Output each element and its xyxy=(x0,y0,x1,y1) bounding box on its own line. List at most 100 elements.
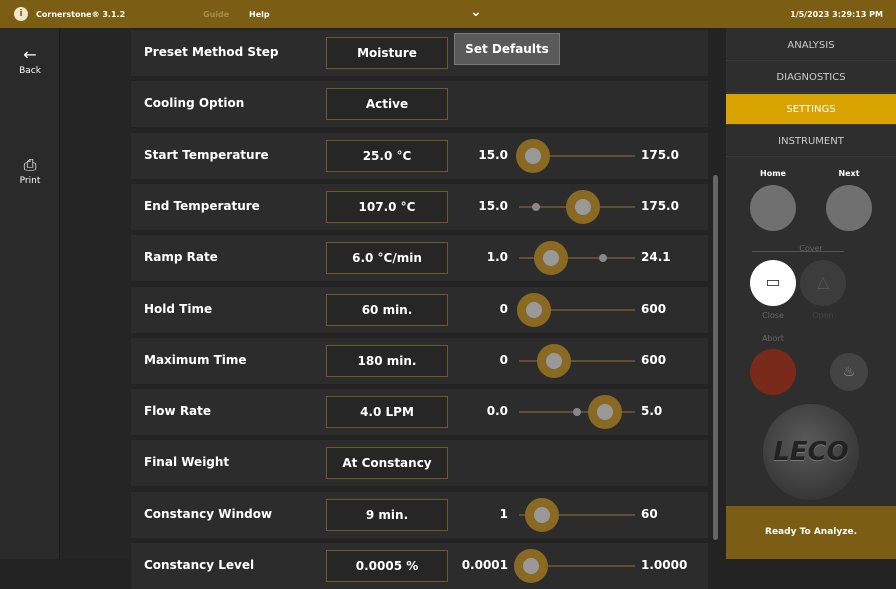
slider-min: 0 xyxy=(499,301,508,316)
tab-instrument[interactable]: INSTRUMENT xyxy=(726,126,896,157)
setting-row: Maximum Time 180 min. 0 600 xyxy=(131,337,708,384)
home-button[interactable] xyxy=(750,185,796,231)
slider-thumb[interactable] xyxy=(525,497,560,532)
open-label: Open xyxy=(812,311,834,320)
slider-min: 0.0001 xyxy=(461,558,508,572)
setting-label: Start Temperature xyxy=(144,147,269,162)
slider-thumb[interactable] xyxy=(513,549,548,583)
slider-marker xyxy=(573,408,581,417)
slider-track[interactable] xyxy=(515,138,635,173)
setting-row: Start Temperature 25.0 °C 15.0 175.0 xyxy=(131,132,708,179)
setting-row: Hold Time 60 min. 0 600 xyxy=(131,286,708,333)
slider-thumb[interactable] xyxy=(534,241,569,276)
setting-value-field[interactable]: 180 min. xyxy=(326,344,448,377)
arrow-left-icon: ← xyxy=(23,45,37,64)
tab-diagnostics[interactable]: DIAGNOSTICS xyxy=(726,62,896,93)
slider-marker xyxy=(598,254,607,263)
slider-track[interactable] xyxy=(517,292,635,327)
setting-value-field[interactable]: Active xyxy=(326,88,448,121)
right-panel: ANALYSIS DIAGNOSTICS SETTINGS INSTRUMENT… xyxy=(726,28,896,559)
setting-value-field[interactable]: 60 min. xyxy=(326,293,448,326)
slider-thumb[interactable] xyxy=(515,138,550,173)
setting-row: Cooling Option Active xyxy=(131,81,708,128)
slider-thumb[interactable] xyxy=(536,343,571,378)
help-menu[interactable]: Help xyxy=(249,10,270,19)
abort-button[interactable] xyxy=(750,349,796,395)
setting-row: Final Weight At Constancy xyxy=(131,440,708,487)
slider-marker xyxy=(532,202,541,211)
setting-label: Ramp Rate xyxy=(144,250,218,265)
back-label: Back xyxy=(19,66,41,76)
slider-max: 5.0 xyxy=(641,404,663,419)
close-cover-icon[interactable]: ▭ xyxy=(750,260,796,306)
setting-label: Flow Rate xyxy=(144,404,212,419)
setting-value-field[interactable]: 25.0 °C xyxy=(326,139,448,172)
setting-value-field[interactable]: 4.0 LPM xyxy=(326,396,448,429)
status-bar: Ready To Analyze. xyxy=(726,506,896,559)
slider-track[interactable] xyxy=(519,241,635,276)
setting-label: Maximum Time xyxy=(144,352,247,367)
setting-value-field[interactable]: 0.0005 % xyxy=(326,550,448,582)
set-defaults-button[interactable]: Set Defaults xyxy=(454,33,560,65)
setting-label: Constancy Window xyxy=(144,506,273,521)
setting-value-field[interactable]: 9 min. xyxy=(326,498,448,531)
setting-label: Final Weight xyxy=(144,455,230,470)
setting-label: Constancy Level xyxy=(144,558,255,572)
slider-thumb[interactable] xyxy=(587,395,622,430)
slider-min: 0 xyxy=(499,352,508,367)
leco-logo: LECO xyxy=(763,404,859,500)
datetime: 1/5/2023 3:29:13 PM xyxy=(790,10,883,19)
setting-label: Hold Time xyxy=(144,301,213,316)
setting-row: Flow Rate 4.0 LPM 0.0 5.0 xyxy=(131,389,708,436)
setting-value-field[interactable]: 107.0 °C xyxy=(326,190,448,223)
cover-label: Cover xyxy=(799,244,823,253)
setting-row: Constancy Window 9 min. 1 60 xyxy=(131,491,708,538)
slider-max: 175.0 xyxy=(641,198,679,213)
slider-max: 24.1 xyxy=(641,250,671,265)
setting-row: Preset Method Step Moisture Set Defaults xyxy=(131,30,708,76)
bell-icon[interactable]: ♨ xyxy=(830,353,868,391)
scrollbar[interactable] xyxy=(713,175,718,540)
title-bar: i Cornerstone® 3.1.2 Guide Help ⌄ 1/5/20… xyxy=(0,0,896,28)
printer-icon: ⎙ xyxy=(23,155,37,174)
setting-value-field[interactable]: At Constancy xyxy=(326,447,448,480)
slider-max: 1.0000 xyxy=(641,558,688,572)
tab-analysis[interactable]: ANALYSIS xyxy=(726,30,896,61)
spacer xyxy=(61,28,131,559)
tab-settings[interactable]: SETTINGS xyxy=(726,94,896,125)
left-sidebar: ← Back ⎙ Print xyxy=(0,28,60,559)
setting-label: Cooling Option xyxy=(144,96,245,111)
home-label: Home xyxy=(760,169,786,178)
slider-track[interactable] xyxy=(519,343,635,378)
next-button[interactable] xyxy=(826,185,872,231)
slider-min: 0.0 xyxy=(486,404,508,419)
setting-row: Ramp Rate 6.0 °C/min 1.0 24.1 xyxy=(131,235,708,282)
setting-value-field[interactable]: 6.0 °C/min xyxy=(326,242,448,275)
guide-menu[interactable]: Guide xyxy=(203,10,230,19)
info-icon[interactable]: i xyxy=(14,7,28,21)
slider-thumb[interactable] xyxy=(517,292,552,327)
slider-track[interactable] xyxy=(513,549,635,583)
chevron-down-icon[interactable]: ⌄ xyxy=(470,4,482,20)
slider-max: 600 xyxy=(641,352,667,367)
print-label: Print xyxy=(19,176,41,186)
slider-thumb[interactable] xyxy=(565,189,600,224)
slider-track[interactable] xyxy=(519,497,635,532)
slider-track[interactable] xyxy=(519,395,635,430)
slider-min: 15.0 xyxy=(478,198,508,213)
back-button[interactable]: ← Back xyxy=(0,45,60,77)
slider-max: 175.0 xyxy=(641,147,679,162)
app-title: Cornerstone® 3.1.2 xyxy=(36,10,126,19)
slider-max: 600 xyxy=(641,301,667,316)
open-cover-icon[interactable]: △ xyxy=(800,260,846,306)
setting-value-field[interactable]: Moisture xyxy=(326,37,448,69)
print-button[interactable]: ⎙ Print xyxy=(0,155,60,187)
close-label: Close xyxy=(762,311,784,320)
divider xyxy=(752,251,844,252)
slider-min: 1 xyxy=(499,506,508,521)
next-label: Next xyxy=(838,169,860,178)
slider-track[interactable] xyxy=(519,189,635,224)
setting-row: End Temperature 107.0 °C 15.0 175.0 xyxy=(131,183,708,230)
setting-label: End Temperature xyxy=(144,198,260,213)
setting-label: Preset Method Step xyxy=(144,45,279,59)
